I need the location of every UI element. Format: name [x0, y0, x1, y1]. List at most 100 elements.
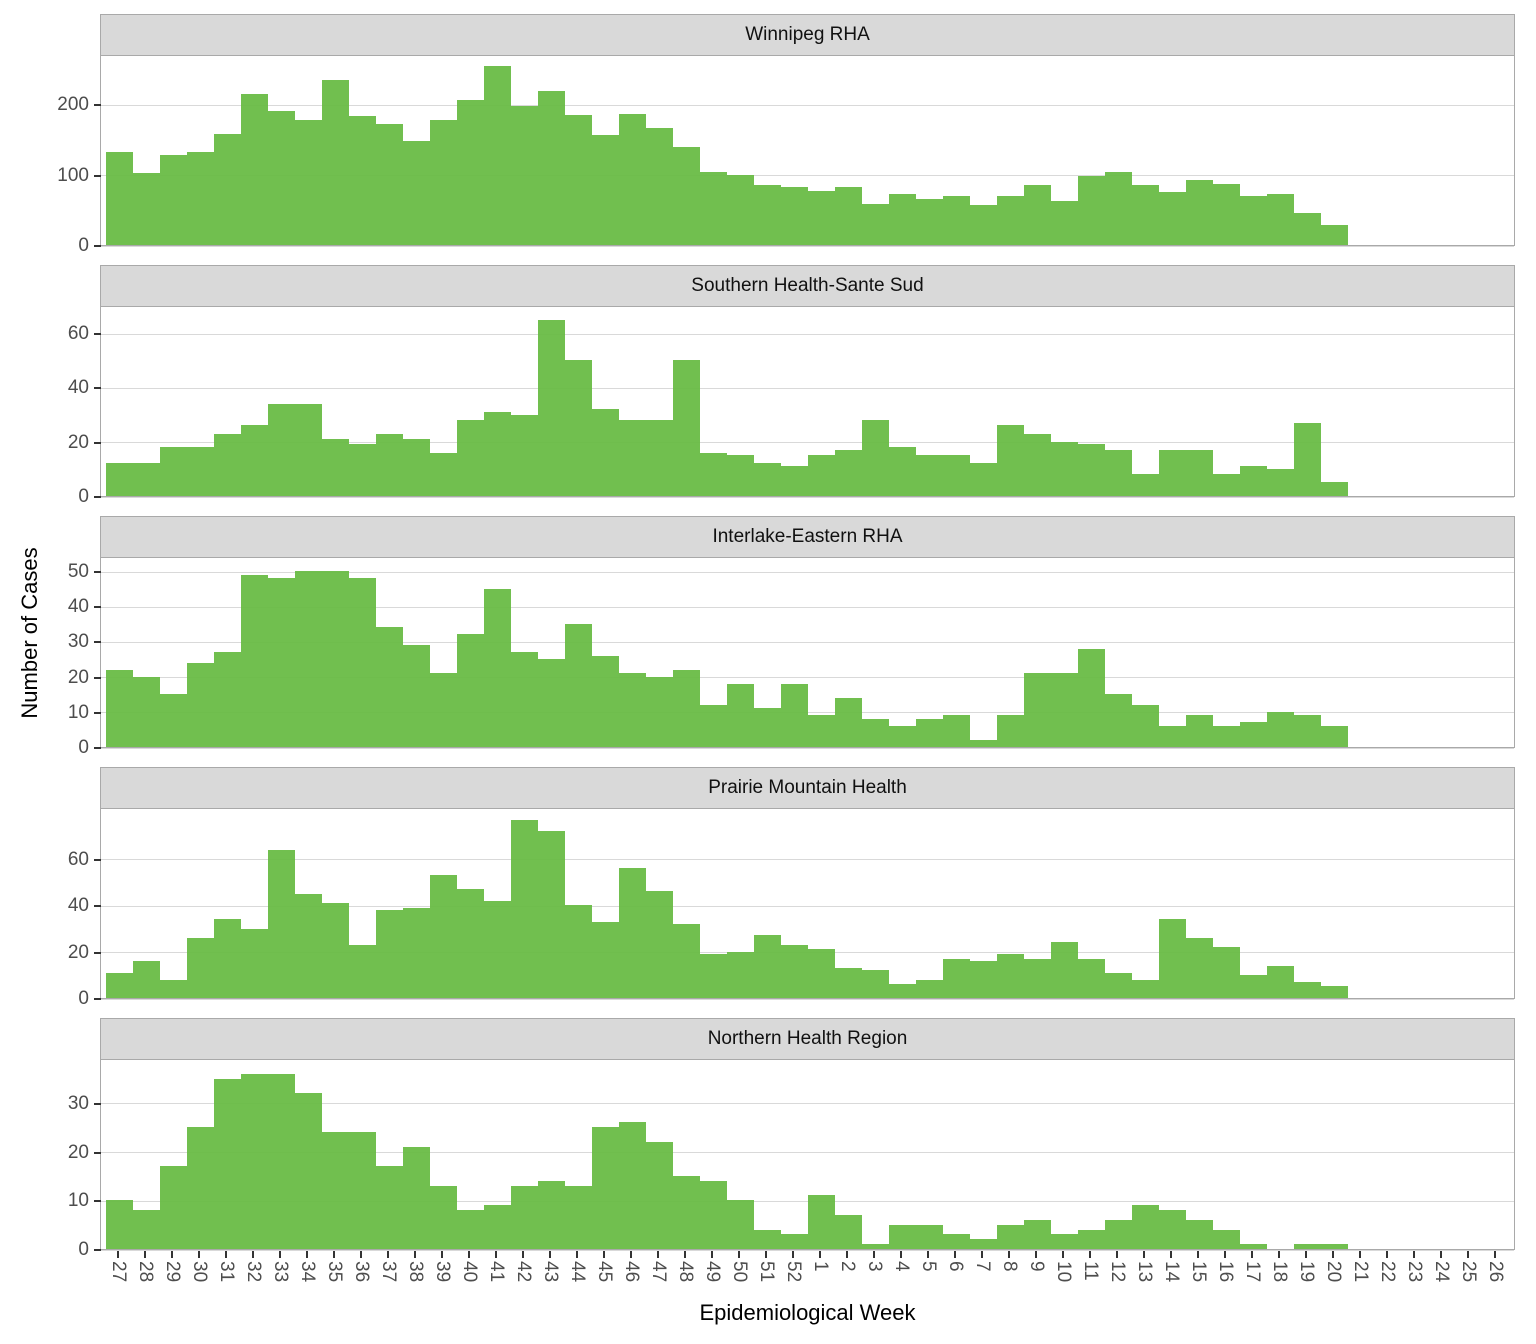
- x-tick-mark: [657, 1251, 660, 1258]
- bar: [943, 715, 970, 747]
- x-tick-mark: [846, 1251, 849, 1258]
- y-tick-mark: [94, 606, 101, 609]
- bar: [1132, 474, 1159, 496]
- x-tick-label: 4: [890, 1261, 912, 1272]
- bar: [214, 652, 241, 747]
- x-tick-label: 49: [701, 1261, 723, 1283]
- bar: [727, 175, 754, 245]
- bar: [457, 1210, 484, 1249]
- facet-strip: Prairie Mountain Health: [100, 767, 1515, 809]
- gridline: [101, 677, 1514, 679]
- x-tick-mark: [603, 1251, 606, 1258]
- bar: [916, 718, 943, 747]
- bar: [1159, 192, 1186, 245]
- x-tick-mark: [387, 1251, 390, 1258]
- y-tick-label: 60: [67, 323, 89, 345]
- y-tick-label: 200: [57, 94, 89, 116]
- x-tick-mark: [333, 1251, 336, 1258]
- bar: [1186, 1219, 1213, 1249]
- x-tick-mark: [1143, 1251, 1146, 1258]
- bar: [700, 171, 727, 245]
- y-tick-mark: [94, 245, 101, 247]
- bar: [727, 951, 754, 998]
- bar: [241, 93, 268, 245]
- bar: [295, 1093, 322, 1249]
- x-tick-mark: [1440, 1251, 1443, 1258]
- bar: [1186, 449, 1213, 496]
- facet-strip: Southern Health-Sante Sud: [100, 265, 1515, 307]
- bar: [1213, 183, 1240, 245]
- x-tick-mark: [1116, 1251, 1119, 1258]
- bar: [916, 979, 943, 998]
- bar: [646, 891, 673, 998]
- bar: [1267, 193, 1294, 245]
- y-tick-mark: [94, 905, 101, 908]
- bar: [1213, 725, 1240, 747]
- x-tick-mark: [441, 1251, 444, 1258]
- bar: [1213, 947, 1240, 998]
- bar: [808, 1195, 835, 1249]
- bar: [1024, 433, 1051, 496]
- bar: [160, 979, 187, 998]
- bar: [889, 193, 916, 245]
- x-tick-label: 12: [1106, 1261, 1128, 1283]
- bar: [376, 1166, 403, 1249]
- y-tick-label: 20: [67, 1141, 89, 1163]
- x-tick-mark: [981, 1251, 984, 1258]
- x-tick-label: 28: [134, 1261, 156, 1283]
- bar: [376, 627, 403, 747]
- bar: [241, 1073, 268, 1249]
- bar: [781, 683, 808, 747]
- x-tick-mark: [738, 1251, 741, 1258]
- x-tick-label: 19: [1295, 1261, 1317, 1283]
- bar: [1186, 937, 1213, 998]
- bar: [997, 196, 1024, 245]
- bar: [1051, 673, 1078, 747]
- bar: [565, 1185, 592, 1249]
- x-tick-mark: [792, 1251, 795, 1258]
- bar: [835, 449, 862, 496]
- bar: [592, 1127, 619, 1249]
- bar: [160, 447, 187, 496]
- y-tick-label: 40: [67, 895, 89, 917]
- bar: [484, 65, 511, 245]
- bar: [511, 819, 538, 998]
- x-tick-mark: [1251, 1251, 1254, 1258]
- x-tick-label: 39: [431, 1261, 453, 1283]
- x-tick-label: 44: [566, 1261, 588, 1283]
- x-tick-label: 23: [1403, 1261, 1425, 1283]
- y-axis-title: Number of Cases: [17, 547, 42, 719]
- bar: [619, 114, 646, 245]
- x-tick-mark: [306, 1251, 309, 1258]
- bar: [430, 875, 457, 998]
- bar: [673, 669, 700, 747]
- bar: [727, 683, 754, 747]
- x-tick-mark: [1089, 1251, 1092, 1258]
- bar: [1240, 1244, 1267, 1249]
- facet-title: Southern Health-Sante Sud: [691, 275, 924, 296]
- x-tick-mark: [117, 1251, 120, 1258]
- bar: [889, 984, 916, 998]
- bar: [754, 185, 781, 245]
- gridline: [101, 905, 1514, 907]
- bar: [187, 447, 214, 496]
- bar: [916, 455, 943, 496]
- bar: [1105, 1219, 1132, 1249]
- bar: [160, 154, 187, 245]
- bar: [214, 919, 241, 998]
- x-tick-mark: [549, 1251, 552, 1258]
- bar: [592, 655, 619, 747]
- bar: [241, 928, 268, 998]
- bar: [565, 623, 592, 747]
- x-tick-mark: [1035, 1251, 1038, 1258]
- bar: [403, 907, 430, 998]
- bar: [133, 960, 160, 998]
- bar: [943, 1234, 970, 1249]
- x-tick-label: 50: [728, 1261, 750, 1283]
- bar: [538, 1180, 565, 1249]
- x-tick-mark: [1278, 1251, 1281, 1258]
- bar: [862, 718, 889, 747]
- bar: [133, 463, 160, 496]
- bar: [295, 571, 322, 747]
